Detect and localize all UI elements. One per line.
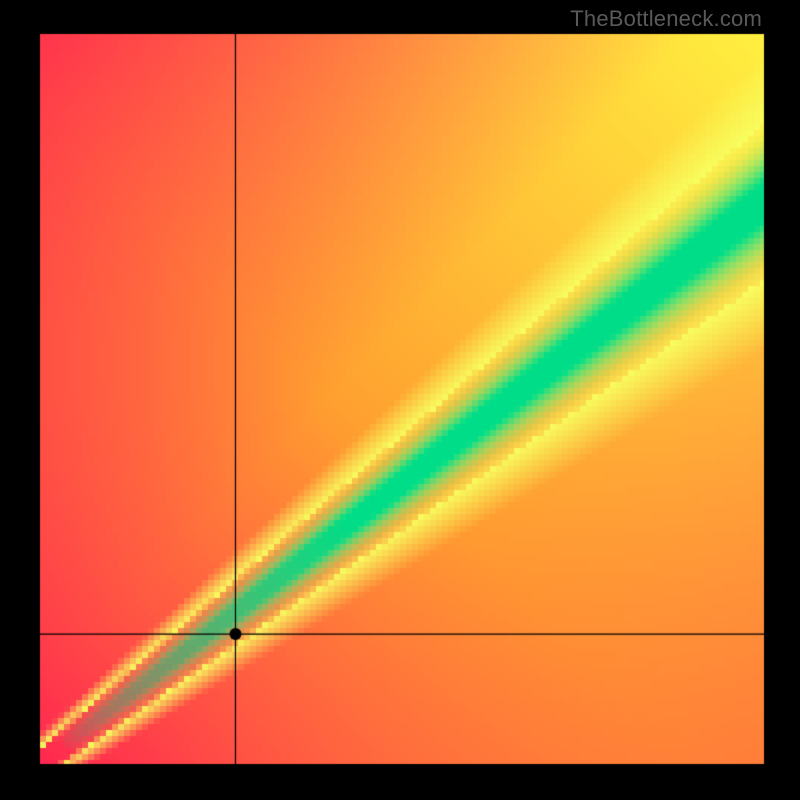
- chart-container: TheBottleneck.com: [0, 0, 800, 800]
- bottleneck-heatmap: [0, 0, 800, 800]
- watermark-text: TheBottleneck.com: [570, 6, 762, 32]
